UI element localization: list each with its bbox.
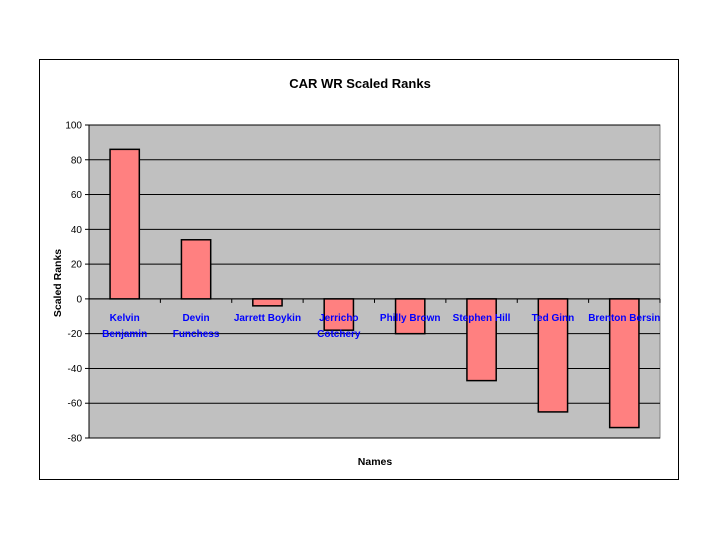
bar <box>466 298 497 382</box>
category-label: Ted Ginn <box>532 313 575 324</box>
category-label: Kelvin Benjamin <box>102 313 147 340</box>
y-tick-label: -80 <box>68 434 83 445</box>
y-tick-label: 0 <box>76 294 82 305</box>
chart-title: CAR WR Scaled Ranks <box>289 76 431 91</box>
category-label: Jarrett Boykin <box>234 313 301 324</box>
category-label: Devin Funchess <box>173 313 220 340</box>
bar <box>180 239 212 300</box>
x-axis-label: Names <box>358 456 393 468</box>
y-tick-label: 20 <box>71 260 83 271</box>
bar <box>252 298 283 307</box>
chart-frame: CAR WR Scaled Ranks Scaled Ranks Names -… <box>39 59 679 480</box>
y-tick-label: 40 <box>71 225 83 236</box>
y-tick-label: 100 <box>65 121 82 132</box>
category-label: Brenton Bersin <box>588 313 660 324</box>
category-label: Philly Brown <box>380 313 441 324</box>
y-tick-label: -40 <box>68 364 83 375</box>
category-label: Jerricho Cotchery <box>317 313 361 340</box>
y-axis-label: Scaled Ranks <box>52 249 64 317</box>
bar-chart: CAR WR Scaled Ranks Scaled Ranks Names -… <box>52 76 661 468</box>
y-tick-label: -20 <box>68 329 83 340</box>
plot-area <box>88 124 661 439</box>
y-tick-label: -60 <box>68 399 83 410</box>
category-label: Stephen Hill <box>453 313 511 324</box>
bar <box>109 148 141 300</box>
y-tick-label: 60 <box>71 190 83 201</box>
bar <box>394 298 426 335</box>
y-tick-label: 80 <box>71 155 83 166</box>
